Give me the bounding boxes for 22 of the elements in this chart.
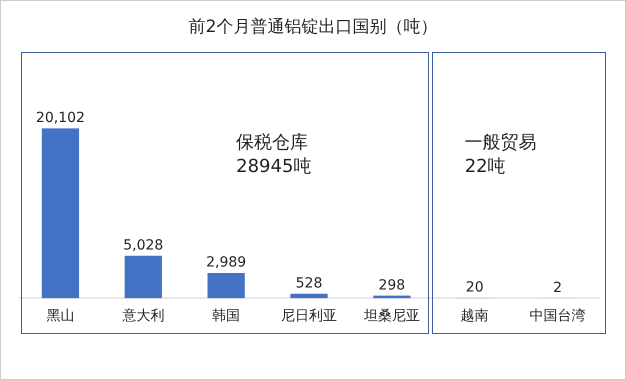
x-tick-label: 越南	[460, 308, 489, 324]
bar	[124, 256, 162, 298]
bar	[42, 128, 80, 298]
x-tick-label: 中国台湾	[530, 308, 586, 324]
x-tick-label: 坦桑尼亚	[362, 308, 420, 324]
data-label: 2	[553, 280, 562, 296]
data-label: 5,028	[123, 237, 164, 254]
data-label: 20,102	[36, 110, 85, 126]
bar	[208, 272, 245, 298]
annotation: 一般贸易 22吨	[464, 131, 537, 179]
data-label: 298	[378, 277, 406, 294]
data-label: 2,989	[206, 254, 246, 271]
bar	[373, 296, 410, 298]
chart-title: 前2个月普通铝锭出口国别（吨）	[188, 16, 438, 38]
x-tick-label: 黑山	[46, 308, 74, 324]
x-tick-label: 意大利	[121, 308, 164, 324]
data-label: 528	[296, 275, 322, 292]
data-label: 20	[466, 280, 484, 296]
bar	[290, 294, 328, 298]
annotation: 保税仓库 28945吨	[236, 131, 312, 179]
x-tick-label: 尼日利亚	[281, 308, 337, 324]
x-tick-label: 韩国	[212, 308, 240, 324]
